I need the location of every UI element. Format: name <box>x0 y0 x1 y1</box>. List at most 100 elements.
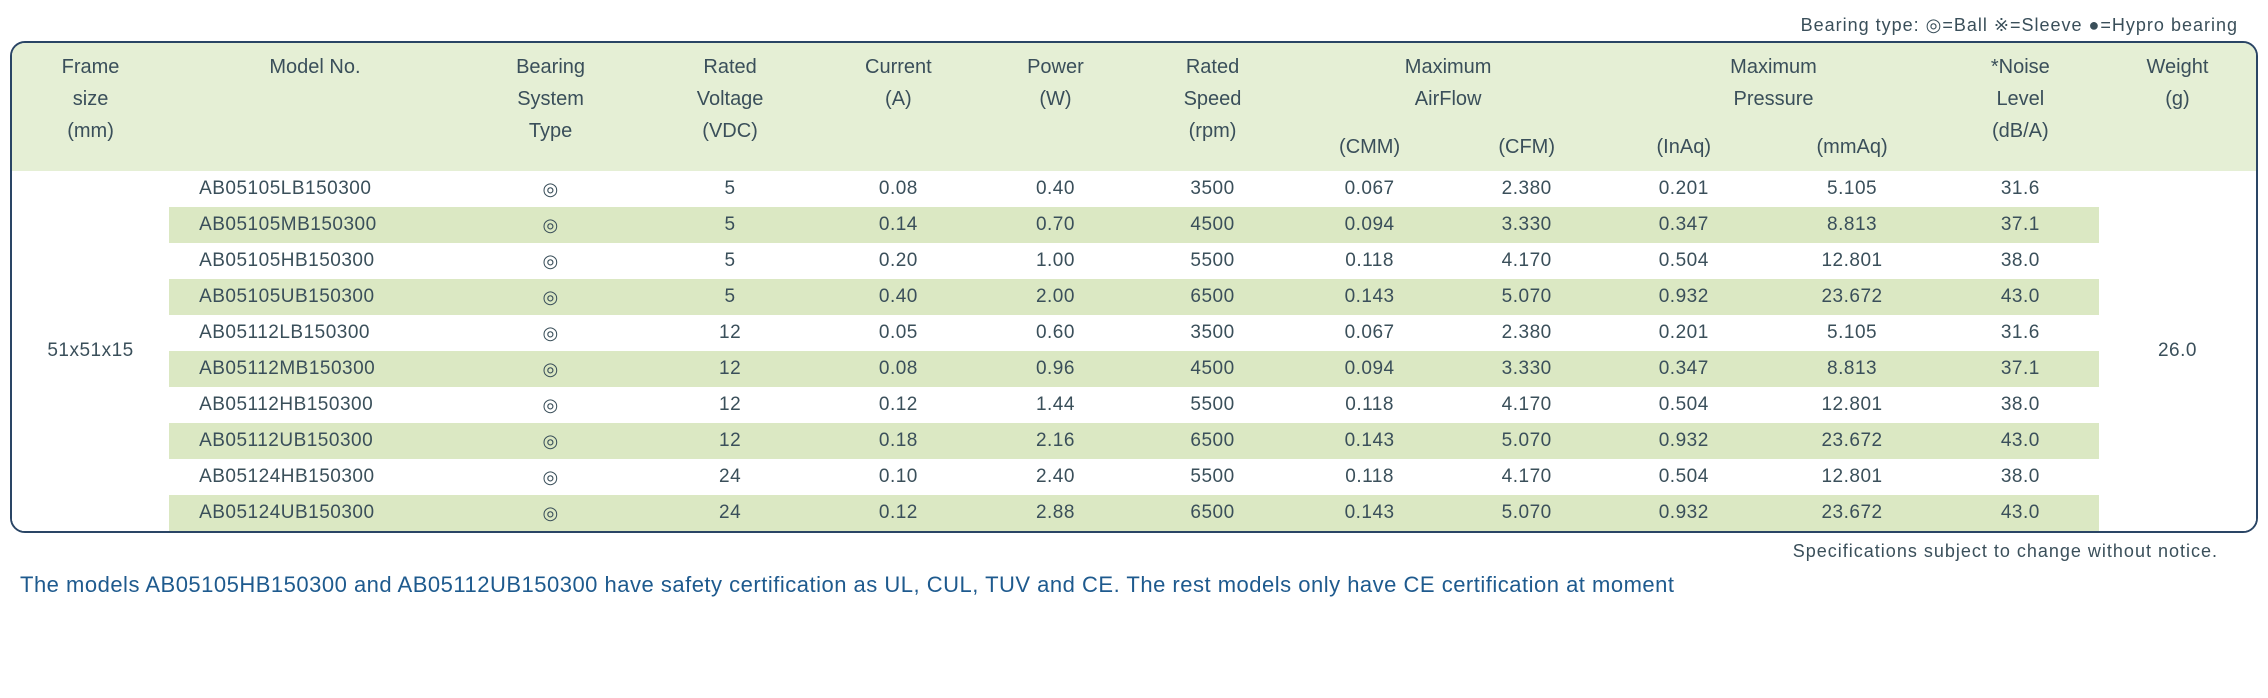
cfm-cell: 5.070 <box>1448 495 1605 531</box>
header-model: Model No. <box>169 43 461 171</box>
table-wrapper: Frame size (mm) Model No. Bearing System… <box>10 41 2258 533</box>
bearing-cell: ◎ <box>461 387 641 423</box>
model-cell: AB05105HB150300 <box>169 243 461 279</box>
bearing-legend: Bearing type: ◎=Ball ※=Sleeve ●=Hypro be… <box>10 10 2258 41</box>
table-row: AB05112LB150300◎120.050.6035000.0672.380… <box>12 315 2256 351</box>
noise-cell: 37.1 <box>1942 207 2099 243</box>
bearing-cell: ◎ <box>461 423 641 459</box>
header-pressure: Maximum Pressure <box>1605 43 1942 123</box>
current-cell: 0.40 <box>820 279 977 315</box>
cfm-cell: 5.070 <box>1448 279 1605 315</box>
header-power: Power (W) <box>977 43 1134 171</box>
frame-size-cell: 51x51x15 <box>12 171 169 531</box>
table-row: AB05105HB150300◎50.201.0055000.1184.1700… <box>12 243 2256 279</box>
cfm-cell: 5.070 <box>1448 423 1605 459</box>
speed-cell: 5500 <box>1134 459 1291 495</box>
current-cell: 0.12 <box>820 495 977 531</box>
model-cell: AB05112UB150300 <box>169 423 461 459</box>
model-cell: AB05124UB150300 <box>169 495 461 531</box>
certification-note: The models AB05105HB150300 and AB05112UB… <box>10 567 2258 603</box>
cfm-cell: 4.170 <box>1448 387 1605 423</box>
cmm-cell: 0.118 <box>1291 459 1448 495</box>
voltage-cell: 5 <box>640 243 820 279</box>
mmaq-cell: 12.801 <box>1762 387 1942 423</box>
cmm-cell: 0.118 <box>1291 387 1448 423</box>
power-cell: 0.40 <box>977 171 1134 207</box>
power-cell: 2.00 <box>977 279 1134 315</box>
cmm-cell: 0.094 <box>1291 351 1448 387</box>
inaq-cell: 0.504 <box>1605 243 1762 279</box>
model-cell: AB05112MB150300 <box>169 351 461 387</box>
noise-cell: 38.0 <box>1942 243 2099 279</box>
voltage-cell: 24 <box>640 459 820 495</box>
speed-cell: 3500 <box>1134 315 1291 351</box>
cfm-cell: 4.170 <box>1448 243 1605 279</box>
speed-cell: 4500 <box>1134 207 1291 243</box>
model-cell: AB05105LB150300 <box>169 171 461 207</box>
current-cell: 0.14 <box>820 207 977 243</box>
table-row: AB05112MB150300◎120.080.9645000.0943.330… <box>12 351 2256 387</box>
bearing-cell: ◎ <box>461 351 641 387</box>
current-cell: 0.20 <box>820 243 977 279</box>
speed-cell: 3500 <box>1134 171 1291 207</box>
voltage-cell: 5 <box>640 279 820 315</box>
cfm-cell: 3.330 <box>1448 351 1605 387</box>
noise-cell: 38.0 <box>1942 387 2099 423</box>
mmaq-cell: 23.672 <box>1762 495 1942 531</box>
table-row: AB05105UB150300◎50.402.0065000.1435.0700… <box>12 279 2256 315</box>
table-row: AB05112UB150300◎120.182.1665000.1435.070… <box>12 423 2256 459</box>
mmaq-cell: 23.672 <box>1762 279 1942 315</box>
voltage-cell: 12 <box>640 387 820 423</box>
header-inaq: (InAq) <box>1605 123 1762 171</box>
noise-cell: 31.6 <box>1942 171 2099 207</box>
cfm-cell: 2.380 <box>1448 171 1605 207</box>
header-speed: Rated Speed (rpm) <box>1134 43 1291 171</box>
header-cfm: (CFM) <box>1448 123 1605 171</box>
inaq-cell: 0.347 <box>1605 351 1762 387</box>
current-cell: 0.05 <box>820 315 977 351</box>
table-row: AB05124HB150300◎240.102.4055000.1184.170… <box>12 459 2256 495</box>
power-cell: 0.70 <box>977 207 1134 243</box>
mmaq-cell: 12.801 <box>1762 459 1942 495</box>
inaq-cell: 0.932 <box>1605 495 1762 531</box>
header-bearing: Bearing System Type <box>461 43 641 171</box>
speed-cell: 4500 <box>1134 351 1291 387</box>
voltage-cell: 12 <box>640 423 820 459</box>
bearing-cell: ◎ <box>461 315 641 351</box>
cmm-cell: 0.067 <box>1291 171 1448 207</box>
cfm-cell: 4.170 <box>1448 459 1605 495</box>
weight-cell: 26.0 <box>2099 171 2256 531</box>
footer-note: Specifications subject to change without… <box>10 533 2258 567</box>
header-mmaq: (mmAq) <box>1762 123 1942 171</box>
bearing-cell: ◎ <box>461 459 641 495</box>
header-airflow: Maximum AirFlow <box>1291 43 1605 123</box>
table-body: 51x51x15AB05105LB150300◎50.080.4035000.0… <box>12 171 2256 531</box>
mmaq-cell: 23.672 <box>1762 423 1942 459</box>
speed-cell: 6500 <box>1134 495 1291 531</box>
bearing-cell: ◎ <box>461 171 641 207</box>
cmm-cell: 0.067 <box>1291 315 1448 351</box>
power-cell: 2.40 <box>977 459 1134 495</box>
cfm-cell: 2.380 <box>1448 315 1605 351</box>
cmm-cell: 0.143 <box>1291 279 1448 315</box>
voltage-cell: 5 <box>640 171 820 207</box>
inaq-cell: 0.932 <box>1605 423 1762 459</box>
bearing-cell: ◎ <box>461 279 641 315</box>
model-cell: AB05112LB150300 <box>169 315 461 351</box>
mmaq-cell: 5.105 <box>1762 315 1942 351</box>
noise-cell: 31.6 <box>1942 315 2099 351</box>
noise-cell: 37.1 <box>1942 351 2099 387</box>
table-header: Frame size (mm) Model No. Bearing System… <box>12 43 2256 171</box>
current-cell: 0.18 <box>820 423 977 459</box>
cmm-cell: 0.143 <box>1291 495 1448 531</box>
voltage-cell: 5 <box>640 207 820 243</box>
table-row: AB05105MB150300◎50.140.7045000.0943.3300… <box>12 207 2256 243</box>
power-cell: 2.16 <box>977 423 1134 459</box>
current-cell: 0.10 <box>820 459 977 495</box>
header-frame: Frame size (mm) <box>12 43 169 171</box>
power-cell: 2.88 <box>977 495 1134 531</box>
voltage-cell: 12 <box>640 351 820 387</box>
header-weight: Weight (g) <box>2099 43 2256 171</box>
mmaq-cell: 12.801 <box>1762 243 1942 279</box>
speed-cell: 5500 <box>1134 243 1291 279</box>
